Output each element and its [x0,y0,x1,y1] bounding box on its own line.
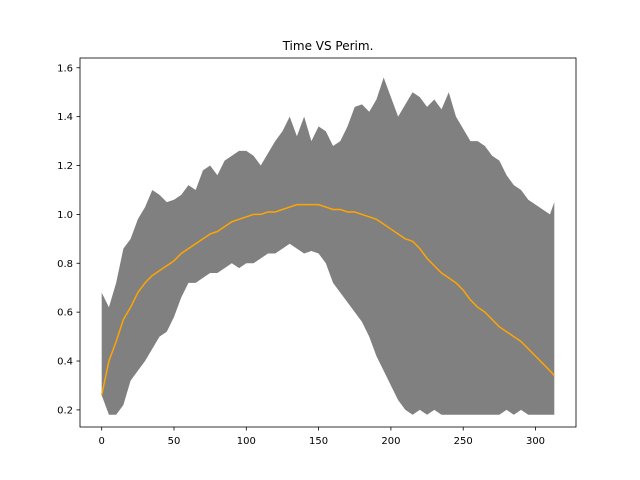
y-tick-label: 1.2 [57,161,73,172]
y-tick-label: 1.6 [57,63,73,74]
x-tick-label: 250 [454,436,473,447]
x-tick-label: 100 [237,436,256,447]
chart-title: Time VS Perim. [282,39,374,53]
mean-line [100,203,555,396]
x-tick-label: 0 [99,436,105,447]
x-axis-ticks: 0 50 100 150 200 250 300 [99,427,545,447]
x-tick-label: 200 [381,436,400,447]
y-tick-label: 0.8 [57,259,73,270]
plot-frame [79,57,577,428]
mean-line-layer [100,203,555,396]
axes [79,57,577,428]
std-band [101,77,555,415]
x-tick-label: 50 [168,436,181,447]
y-axis-ticks: 0.2 0.4 0.6 0.8 1.0 1.2 1.4 1.6 [57,63,80,416]
x-tick-label: 150 [309,436,328,447]
y-tick-label: 0.6 [57,308,73,319]
y-tick-label: 0.2 [57,405,73,416]
x-tick-label: 300 [526,436,545,447]
y-tick-label: 0.4 [57,357,73,368]
band-layer [101,77,555,415]
y-tick-label: 1.4 [57,112,73,123]
y-tick-label: 1.0 [57,210,73,221]
